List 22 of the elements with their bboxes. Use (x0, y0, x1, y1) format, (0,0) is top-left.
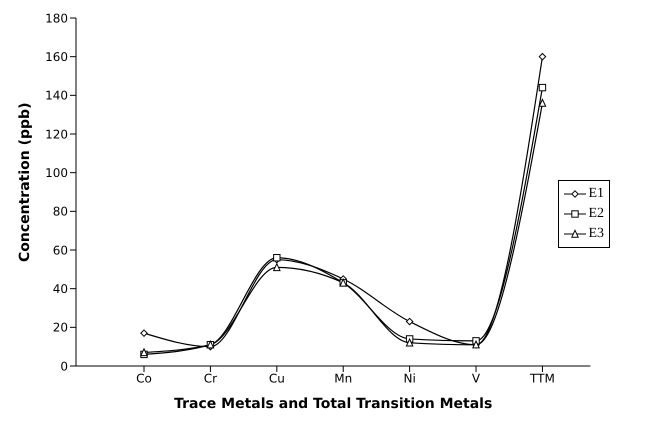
y-tick-label: 60 (52, 243, 68, 258)
y-tick-label: 0 (60, 359, 68, 374)
y-tick-label: 180 (45, 11, 68, 26)
x-tick-label: Mn (334, 372, 352, 386)
x-axis-title: Trace Metals and Total Transition Metals (174, 396, 492, 412)
x-tick-label: Co (136, 372, 152, 386)
y-tick-label: 20 (52, 320, 68, 335)
y-tick-label: 80 (52, 204, 68, 219)
x-tick-label: V (472, 372, 481, 386)
y-tick-label: 40 (52, 282, 68, 296)
legend-label: E1 (588, 185, 604, 203)
y-axis-title: Concentration (ppb) (16, 102, 33, 262)
x-tick-label: Cu (268, 372, 285, 386)
legend-label: E3 (588, 225, 604, 243)
legend-label: E2 (588, 205, 604, 223)
x-tick-label: Cr (204, 372, 218, 386)
y-tick-label: 100 (45, 166, 68, 180)
y-tick-label: 140 (45, 88, 68, 103)
y-tick-label: 120 (45, 127, 68, 142)
x-tick-label: Ni (403, 372, 416, 386)
y-tick-label: 160 (45, 50, 68, 64)
x-tick-label: TTM (529, 372, 555, 386)
